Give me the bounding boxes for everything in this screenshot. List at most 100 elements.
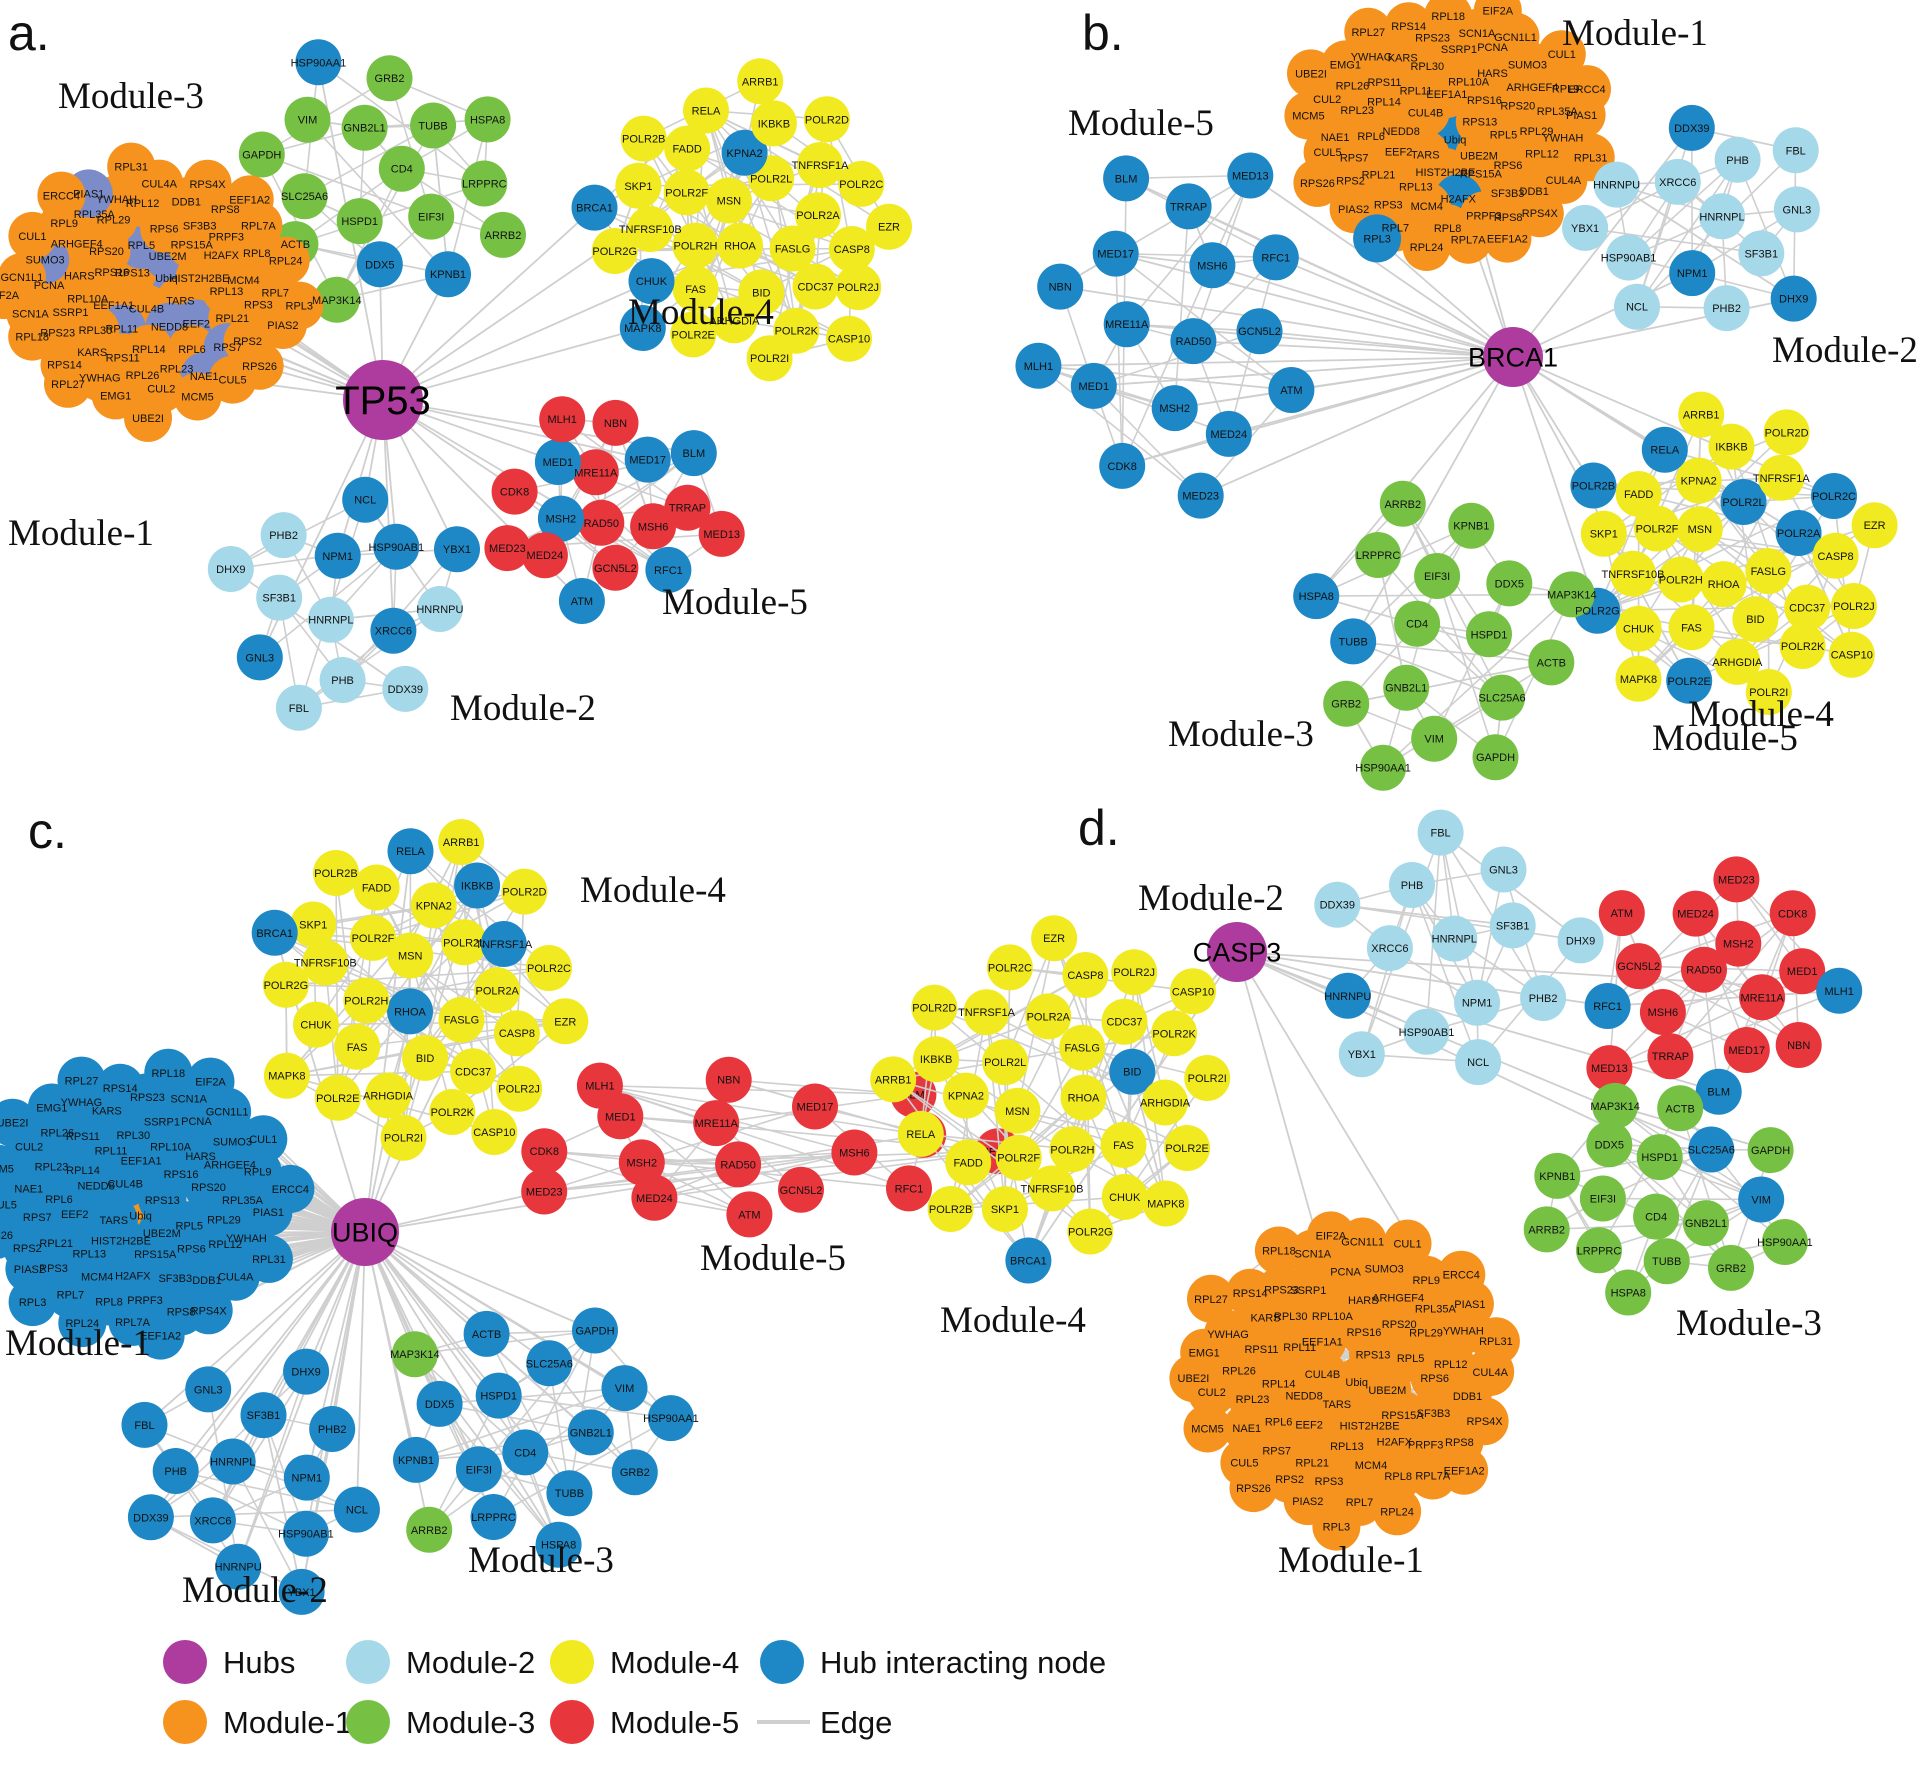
edge [1638, 627, 1803, 647]
edge [1038, 365, 1230, 435]
gene-node-KPNA2 [942, 1072, 989, 1119]
legend-swatch-module-5 [550, 1700, 594, 1744]
gene-node-MED1 [1070, 362, 1117, 409]
gene-node-RPL3 [275, 281, 324, 330]
edge [1433, 583, 1511, 740]
edge [1249, 174, 1514, 358]
edge [143, 1231, 366, 1426]
hub-node-TP53 [343, 360, 423, 440]
edge [295, 182, 485, 245]
edge [1346, 661, 1552, 705]
gene-node-HNRNPU [215, 1543, 262, 1590]
edge [230, 546, 397, 570]
gene-node-MAP3K14 [1548, 571, 1595, 618]
gene-node-RPL31 [107, 142, 156, 191]
edge [207, 1231, 366, 1391]
edge [1038, 356, 1514, 367]
edge [1114, 253, 1123, 466]
gene-node-MED17 [792, 1083, 838, 1130]
gene-node-EIF2A [1306, 1211, 1355, 1260]
gene-node-POLR2B [1570, 462, 1617, 509]
gene-node-GNB2L1 [567, 1409, 614, 1456]
module-title-a: Module-4 [628, 292, 774, 333]
edge [1060, 285, 1514, 358]
gene-node-MAP3K14 [1592, 1082, 1639, 1129]
gene-node-POLR2G [262, 961, 309, 1008]
gene-node-MAPK8 [1142, 1180, 1189, 1227]
edge [1352, 640, 1503, 699]
gene-node-SKP1 [615, 162, 662, 209]
gene-node-ERCC4 [1563, 65, 1611, 114]
gene-node-POLR2C [1811, 473, 1857, 519]
gene-node-GNB2L1 [1383, 664, 1430, 711]
gene-node-CASP8 [493, 1010, 540, 1057]
gene-node-FBL [121, 1401, 168, 1448]
gene-node-MCM5 [173, 372, 222, 421]
gene-node-NPM1 [1454, 979, 1501, 1026]
gene-node-SLC25A6 [1479, 674, 1526, 721]
gene-node-TUBB [410, 102, 457, 149]
edge [1173, 206, 1190, 409]
gene-node-CD4 [502, 1429, 549, 1476]
legend-label-edge: Edge [820, 1705, 892, 1740]
gene-node-RPS14 [1384, 2, 1433, 51]
gene-node-RPL9 [1402, 1255, 1451, 1304]
gene-node-CUL1 [1537, 30, 1586, 79]
gene-node-RPL24 [58, 1299, 107, 1348]
edge [262, 1414, 303, 1593]
gene-node-RPS26 [0, 1211, 20, 1259]
gene-node-TNFRSF10B [302, 939, 349, 986]
module-title-a: Module-1 [8, 513, 154, 554]
gene-node-RPS4X [1515, 189, 1564, 238]
gene-node-GCN5L2 [1615, 943, 1662, 990]
gene-node-MLH1 [1015, 342, 1062, 389]
gene-node-EZR [1851, 502, 1898, 549]
gene-node-HSP90AA1 [295, 39, 342, 86]
gene-node-GNB2L1 [341, 104, 388, 151]
edge [364, 1231, 550, 1365]
gene-node-MED23 [484, 525, 531, 572]
gene-node-NPM1 [1669, 250, 1716, 297]
edge [1382, 661, 1552, 769]
panel-b: RAD50MRE11AMSH6MSH2MED17GCN5L2MED1TRRAPM… [1015, 0, 1918, 791]
gene-node-RPL7A [1444, 215, 1493, 264]
gene-node-RPL31 [1471, 1317, 1520, 1366]
gene-node-POLR2I [746, 335, 793, 382]
panel-letter-c: c. [28, 803, 67, 859]
edge [364, 1151, 855, 1233]
edge [1315, 356, 1514, 597]
edge [1603, 533, 1640, 679]
gene-node-GNL3 [1773, 186, 1820, 233]
legend-label-module-2: Module-2 [406, 1645, 535, 1680]
module-title-c: Module-2 [182, 1570, 328, 1611]
gene-node-RPL8 [1374, 1452, 1423, 1501]
gene-node-CUL1 [239, 1115, 288, 1164]
gene-node-POLR2B [927, 1186, 974, 1232]
gene-node-GCN5L2 [592, 544, 639, 591]
gene-node-FADD [1615, 471, 1662, 517]
gene-node-EIF2A [186, 1057, 235, 1106]
gene-node-MLH1 [1816, 967, 1863, 1014]
gene-node-CASP8 [1812, 532, 1859, 579]
edge [317, 61, 485, 185]
gene-node-EIF3I [455, 1446, 502, 1493]
gene-node-TUBB [1643, 1238, 1690, 1285]
edge [261, 153, 432, 218]
edge [485, 1333, 571, 1494]
gene-node-POLR2D [1763, 409, 1810, 456]
module-title-d: Module-3 [1676, 1303, 1822, 1344]
gene-node-HSP90AB1 [1403, 1008, 1450, 1055]
gene-node-ATM [558, 578, 605, 624]
gene-node-POLR2E [670, 311, 717, 358]
gene-node-MED13 [1586, 1045, 1633, 1092]
gene-node-GNL3 [1480, 846, 1527, 893]
edge [237, 1231, 366, 1568]
gene-node-POLR2J [496, 1065, 543, 1112]
gene-node-ARRB2 [480, 211, 526, 258]
panel-c-nodes [0, 819, 1021, 1615]
gene-node-CHUK [293, 1001, 339, 1048]
edge [1017, 1110, 1188, 1149]
gene-node-POLR2H [672, 222, 719, 269]
gene-node-HSP90AA1 [1360, 744, 1407, 791]
hub-label-UBIQ: UBIQ [332, 1217, 398, 1247]
